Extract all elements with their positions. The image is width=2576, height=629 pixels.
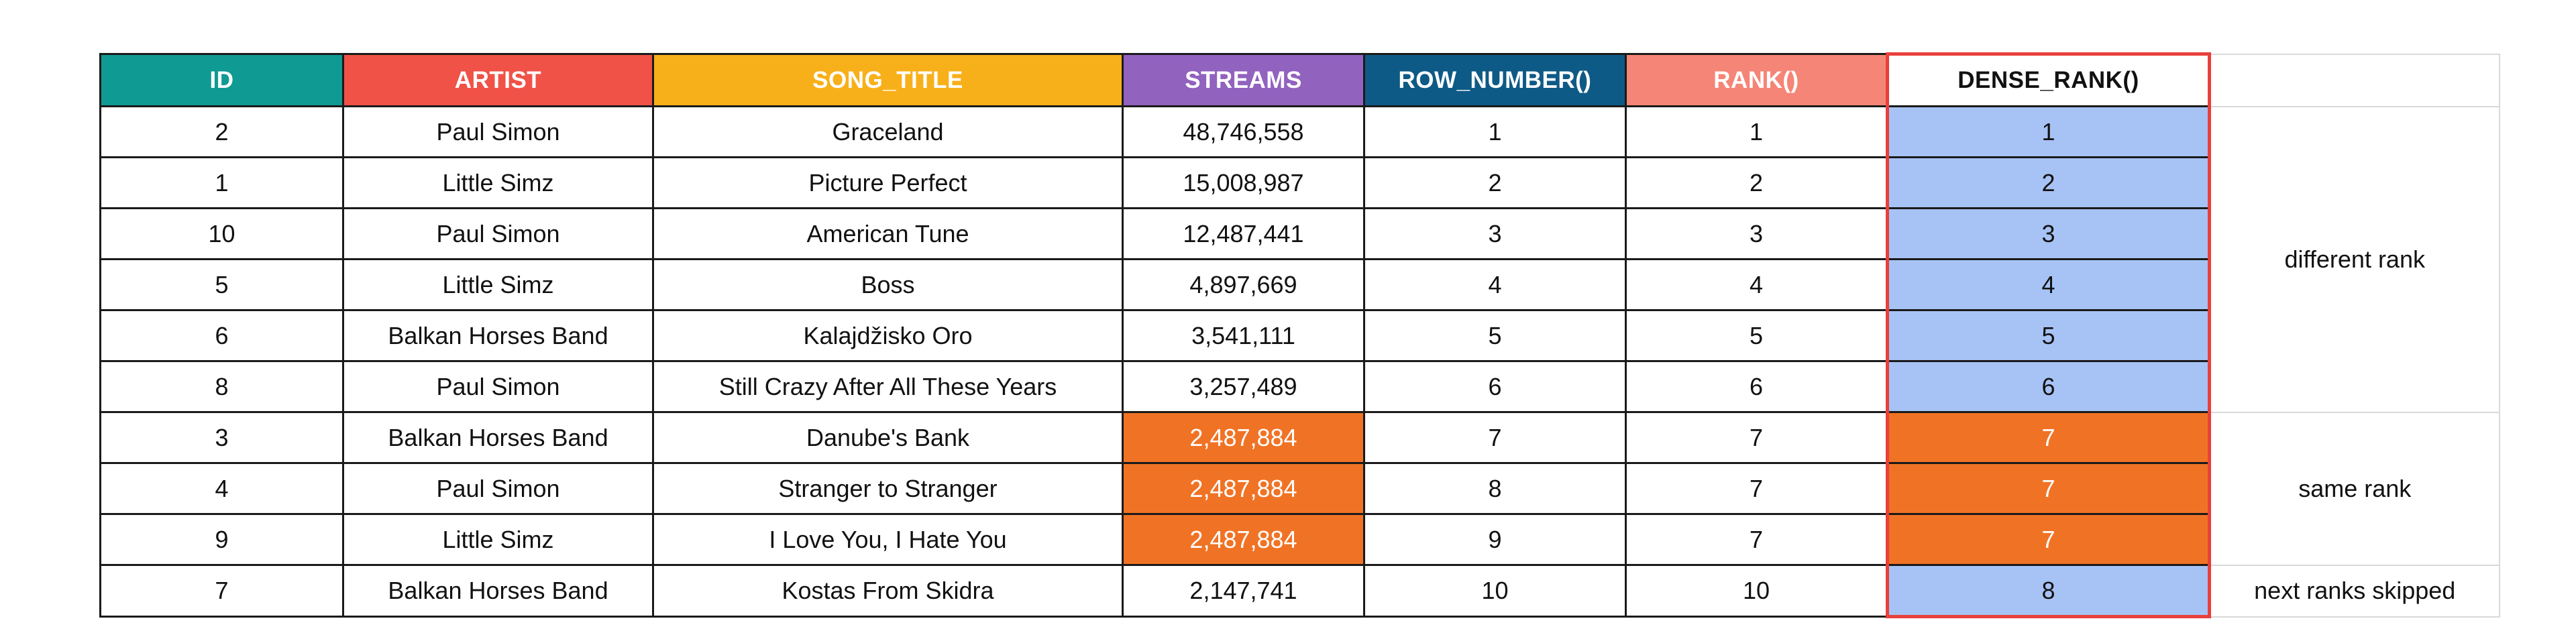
cell-row-number: 1 <box>1363 105 1627 158</box>
cell-dense-rank: 1 <box>1886 105 2211 158</box>
cell-song-title: Kalajdžisko Oro <box>652 309 1124 362</box>
cell-dense-rank: 4 <box>1886 258 2211 311</box>
cell-id: 6 <box>99 309 344 362</box>
table-row: 6 Balkan Horses Band Kalajdžisko Oro 3,5… <box>99 309 2500 362</box>
cell-streams: 48,746,558 <box>1122 105 1365 158</box>
cell-row-number: 6 <box>1363 360 1627 413</box>
cell-id: 9 <box>99 513 344 566</box>
cell-dense-rank-tied: 7 <box>1886 411 2211 464</box>
cell-row-number: 5 <box>1363 309 1627 362</box>
header-annotation-empty <box>2208 53 2500 107</box>
table-row: 3 Balkan Horses Band Danube's Bank 2,487… <box>99 411 2500 566</box>
table-row: 1 Little Simz Picture Perfect 15,008,987… <box>99 156 2500 209</box>
cell-rank: 4 <box>1625 258 1888 311</box>
cell-row-number: 7 <box>1363 411 1627 464</box>
table-row: 8 Paul Simon Still Crazy After All These… <box>99 360 2500 413</box>
cell-id: 7 <box>99 564 344 618</box>
cell-rank: 10 <box>1625 564 1888 618</box>
header-song-title: SONG_TITLE <box>652 53 1124 107</box>
cell-dense-rank: 6 <box>1886 360 2211 413</box>
annotation-same-rank: same rank <box>2208 411 2500 566</box>
header-artist: ARTIST <box>342 53 654 107</box>
table-row: 5 Little Simz Boss 4,897,669 4 4 4 <box>99 258 2500 311</box>
table-row: 9 Little Simz I Love You, I Hate You 2,4… <box>99 513 2500 566</box>
cell-streams: 3,541,111 <box>1122 309 1365 362</box>
cell-dense-rank: 8 <box>1886 564 2211 618</box>
cell-streams: 4,897,669 <box>1122 258 1365 311</box>
cell-song-title: Picture Perfect <box>652 156 1124 209</box>
cell-song-title: Danube's Bank <box>652 411 1124 464</box>
cell-song-title: Stranger to Stranger <box>652 462 1124 515</box>
cell-artist: Paul Simon <box>342 105 654 158</box>
cell-streams-tied: 2,487,884 <box>1122 513 1365 566</box>
cell-dense-rank: 2 <box>1886 156 2211 209</box>
header-row: ID ARTIST SONG_TITLE STREAMS ROW_NUMBER(… <box>99 52 2500 107</box>
header-rank: RANK() <box>1625 53 1888 107</box>
cell-dense-rank-tied: 7 <box>1886 462 2211 515</box>
cell-song-title: I Love You, I Hate You <box>652 513 1124 566</box>
table-row: 2 Paul Simon Graceland 48,746,558 1 1 1 … <box>99 105 2500 413</box>
cell-artist: Little Simz <box>342 513 654 566</box>
header-id: ID <box>99 53 344 107</box>
rank-comparison-table: ID ARTIST SONG_TITLE STREAMS ROW_NUMBER(… <box>99 52 2500 618</box>
cell-row-number: 4 <box>1363 258 1627 311</box>
cell-id: 2 <box>99 105 344 158</box>
cell-song-title: Kostas From Skidra <box>652 564 1124 618</box>
cell-dense-rank: 3 <box>1886 207 2211 260</box>
cell-streams-tied: 2,487,884 <box>1122 462 1365 515</box>
cell-rank: 7 <box>1625 462 1888 515</box>
cell-artist: Paul Simon <box>342 462 654 515</box>
cell-row-number: 10 <box>1363 564 1627 618</box>
table-row: 10 Paul Simon American Tune 12,487,441 3… <box>99 207 2500 260</box>
cell-id: 10 <box>99 207 344 260</box>
cell-rank: 5 <box>1625 309 1888 362</box>
cell-id: 5 <box>99 258 344 311</box>
cell-artist: Little Simz <box>342 156 654 209</box>
cell-dense-rank-tied: 7 <box>1886 513 2211 566</box>
header-dense-rank: DENSE_RANK() <box>1886 52 2211 107</box>
cell-id: 1 <box>99 156 344 209</box>
cell-streams: 12,487,441 <box>1122 207 1365 260</box>
header-streams: STREAMS <box>1122 53 1365 107</box>
table-row: 7 Balkan Horses Band Kostas From Skidra … <box>99 564 2500 618</box>
cell-song-title: Graceland <box>652 105 1124 158</box>
cell-streams: 15,008,987 <box>1122 156 1365 209</box>
cell-id: 8 <box>99 360 344 413</box>
annotation-next-ranks-skipped: next ranks skipped <box>2208 564 2500 618</box>
annotation-different-rank: different rank <box>2208 105 2500 413</box>
cell-row-number: 3 <box>1363 207 1627 260</box>
cell-rank: 3 <box>1625 207 1888 260</box>
cell-artist: Paul Simon <box>342 207 654 260</box>
cell-streams: 3,257,489 <box>1122 360 1365 413</box>
cell-song-title: Still Crazy After All These Years <box>652 360 1124 413</box>
cell-artist: Balkan Horses Band <box>342 411 654 464</box>
cell-artist: Paul Simon <box>342 360 654 413</box>
cell-artist: Balkan Horses Band <box>342 564 654 618</box>
cell-artist: Little Simz <box>342 258 654 311</box>
cell-dense-rank: 5 <box>1886 309 2211 362</box>
cell-song-title: American Tune <box>652 207 1124 260</box>
cell-row-number: 9 <box>1363 513 1627 566</box>
cell-id: 4 <box>99 462 344 515</box>
table-row: 4 Paul Simon Stranger to Stranger 2,487,… <box>99 462 2500 515</box>
cell-rank: 2 <box>1625 156 1888 209</box>
cell-rank: 6 <box>1625 360 1888 413</box>
cell-rank: 7 <box>1625 411 1888 464</box>
cell-rank: 7 <box>1625 513 1888 566</box>
cell-row-number: 8 <box>1363 462 1627 515</box>
cell-streams: 2,147,741 <box>1122 564 1365 618</box>
cell-song-title: Boss <box>652 258 1124 311</box>
cell-rank: 1 <box>1625 105 1888 158</box>
rank-comparison-table-wrapper: ID ARTIST SONG_TITLE STREAMS ROW_NUMBER(… <box>99 52 2500 618</box>
header-row-number: ROW_NUMBER() <box>1363 53 1627 107</box>
cell-artist: Balkan Horses Band <box>342 309 654 362</box>
cell-row-number: 2 <box>1363 156 1627 209</box>
cell-id: 3 <box>99 411 344 464</box>
cell-streams-tied: 2,487,884 <box>1122 411 1365 464</box>
